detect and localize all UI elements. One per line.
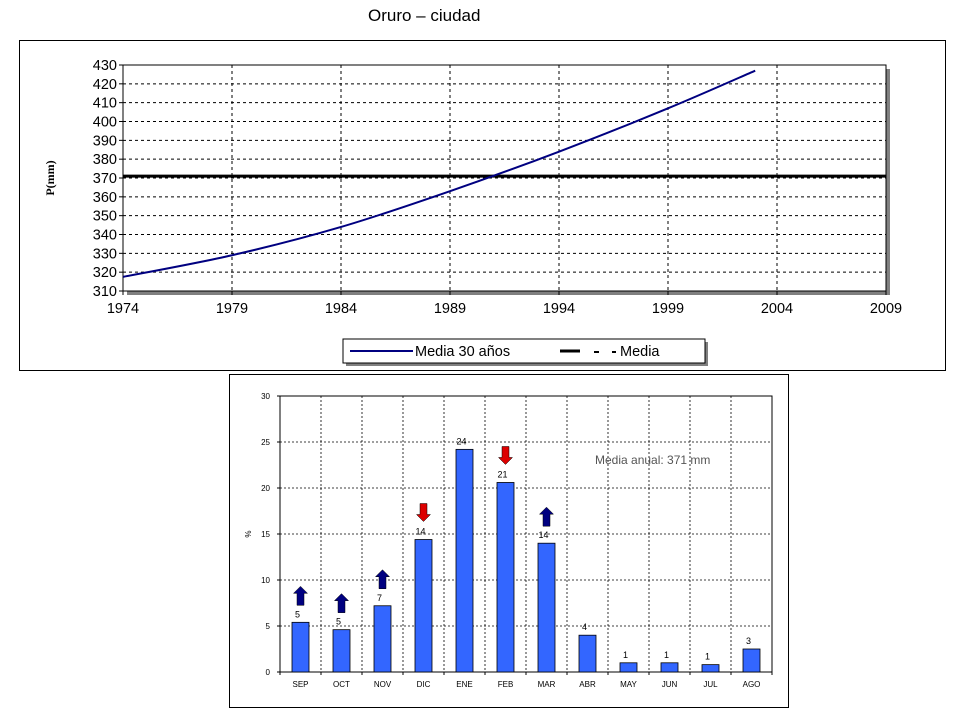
bar-oct bbox=[332, 629, 351, 673]
x-tick-label: DIC bbox=[417, 680, 431, 689]
arrow-down-icon bbox=[497, 446, 514, 465]
bar-ago bbox=[742, 648, 761, 673]
y-tick-label: 30 bbox=[261, 392, 270, 401]
y-tick-label: 400 bbox=[93, 115, 117, 131]
y-tick-label: 430 bbox=[93, 58, 117, 74]
y-tick-label: 0 bbox=[266, 668, 271, 677]
data-label-ene: 24 bbox=[456, 436, 466, 446]
y-axis-label: P(mm) bbox=[43, 160, 57, 195]
x-tick-label: AGO bbox=[743, 680, 761, 689]
page-title: Oruro – ciudad bbox=[368, 6, 481, 25]
x-tick-label: 1979 bbox=[216, 301, 248, 317]
y-tick-label: 420 bbox=[93, 77, 117, 93]
bar-nov bbox=[373, 605, 392, 673]
data-label-dic: 14 bbox=[415, 527, 425, 537]
y-tick-label: 5 bbox=[266, 622, 271, 631]
x-tick-label: OCT bbox=[333, 680, 350, 689]
data-label-ago: 3 bbox=[746, 636, 751, 646]
data-label-oct: 5 bbox=[336, 617, 341, 627]
x-tick-label: 2004 bbox=[761, 301, 793, 317]
bar-chart-panel: 0 5 10 15 20 25 30% 5 SEP 5 OCT 7 NOV 14 DIC 24 ENE 21 FEB… bbox=[229, 374, 789, 708]
x-tick-label: SEP bbox=[292, 680, 308, 689]
annual-mean-annotation: Media anual: 371 mm bbox=[595, 453, 710, 467]
data-label-sep: 5 bbox=[295, 609, 300, 619]
x-tick-label: ENE bbox=[456, 680, 472, 689]
y-tick-label: 380 bbox=[93, 152, 117, 168]
data-label-mar: 14 bbox=[538, 530, 548, 540]
bar-may bbox=[619, 662, 638, 673]
x-tick-label: MAR bbox=[538, 680, 556, 689]
bar-mar bbox=[537, 542, 556, 673]
y-tick-label: 320 bbox=[93, 265, 117, 281]
data-label-feb: 21 bbox=[497, 469, 507, 479]
arrow-up-icon bbox=[292, 585, 309, 606]
bar-sep bbox=[291, 621, 310, 673]
x-tick-label: NOV bbox=[374, 680, 392, 689]
y-tick-label: 310 bbox=[93, 284, 117, 300]
arrow-up-icon bbox=[333, 593, 350, 613]
y-tick-label: 350 bbox=[93, 209, 117, 225]
bar-feb bbox=[496, 482, 515, 673]
x-tick-label: 1989 bbox=[434, 301, 466, 317]
legend-label-media-30-anos: Media 30 años bbox=[415, 344, 510, 360]
arrow-up-icon bbox=[538, 506, 555, 527]
legend-box bbox=[342, 338, 706, 364]
data-label-may: 1 bbox=[623, 650, 628, 660]
data-label-abr: 4 bbox=[582, 622, 587, 632]
x-tick-label: 1984 bbox=[325, 301, 357, 317]
x-tick-label: 1994 bbox=[543, 301, 575, 317]
line-chart: 310 320 330 340 350 360 370 380 390 400 410 420 430 1… bbox=[43, 58, 902, 366]
x-tick-label: ABR bbox=[579, 680, 596, 689]
x-tick-label: 2009 bbox=[870, 301, 902, 317]
legend-label-media: Media bbox=[620, 344, 660, 360]
bar-abr bbox=[578, 634, 597, 673]
data-label-jun: 1 bbox=[664, 650, 669, 660]
y-tick-label: 15 bbox=[261, 530, 270, 539]
data-label-jul: 1 bbox=[705, 652, 710, 662]
y-tick-label: 25 bbox=[261, 438, 270, 447]
y-tick-label: 360 bbox=[93, 190, 117, 206]
y-tick-label: 340 bbox=[93, 228, 117, 244]
y-tick-label: 410 bbox=[93, 96, 117, 112]
series-media-30-anos-line bbox=[122, 69, 756, 278]
x-tick-label: JUL bbox=[703, 680, 718, 689]
x-tick-label: FEB bbox=[498, 680, 514, 689]
y-axis-label: % bbox=[244, 530, 253, 537]
bar-jun bbox=[660, 662, 679, 673]
y-tick-label: 10 bbox=[261, 576, 270, 585]
y-tick-label: 20 bbox=[261, 484, 270, 493]
x-tick-label: JUN bbox=[662, 680, 678, 689]
data-label-nov: 7 bbox=[377, 593, 382, 603]
arrow-down-icon bbox=[415, 503, 432, 522]
bar-ene bbox=[455, 448, 474, 673]
y-tick-label: 330 bbox=[93, 246, 117, 262]
y-tick-label: 370 bbox=[93, 171, 117, 187]
x-tick-label: 1999 bbox=[652, 301, 684, 317]
bar-jul bbox=[701, 664, 720, 673]
bar-dic bbox=[414, 539, 433, 673]
x-tick-label: MAY bbox=[620, 680, 637, 689]
line-chart-panel: 310 320 330 340 350 360 370 380 390 400 410 420 430 1… bbox=[19, 40, 946, 371]
arrow-up-icon bbox=[374, 569, 391, 590]
y-tick-label: 390 bbox=[93, 133, 117, 149]
bar-chart: 051015202530%5SEP5OCT7NOV14DIC24ENE21FEB… bbox=[244, 392, 773, 689]
x-tick-label: 1974 bbox=[107, 301, 139, 317]
